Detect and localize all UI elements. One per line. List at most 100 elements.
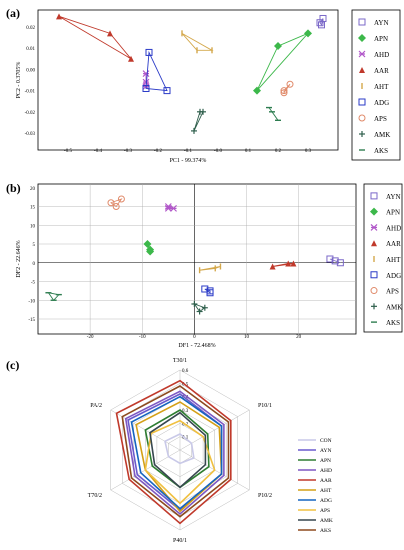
a-xtick-8: 0.3 [305, 149, 312, 154]
a-ytick-1: 0.01 [26, 47, 35, 52]
a-point-aps-1 [286, 80, 294, 88]
c-legend-label-aar: AAR [320, 478, 332, 484]
c-axis-label-5: PA/2 [90, 403, 102, 409]
b-plot-frame [37, 183, 357, 335]
b-ytick-6: -10 [28, 299, 35, 304]
b-point-aps-2 [112, 203, 120, 210]
pca-score-plot: 0.02 0.01 0.00 -0.01 -0.02 -0.03 -0.5 -0.4 -0.3 -… [16, 9, 401, 164]
a-hull-apn [256, 32, 309, 91]
b-xtick-3: 10 [244, 335, 250, 340]
a-legend-label-aar: AAR [374, 67, 389, 75]
a-point-adg-0 [145, 48, 153, 56]
c-axis-label-3: P40/1 [173, 538, 187, 544]
a-legend: AYN APN AHD AAR AHT ADG APS AMK AKS [351, 9, 401, 161]
a-hull-amk [193, 111, 204, 132]
a-legend-marker-ahd [358, 50, 366, 58]
b-legend-marker-ayn [370, 192, 378, 200]
b-point-apn-2 [146, 247, 155, 256]
b-legend-marker-adg [370, 271, 378, 279]
c-axis-label-4: T70/2 [88, 493, 102, 499]
b-legend-label-adg: ADG [386, 272, 401, 280]
b-legend-label-aks: AKS [386, 319, 400, 327]
a-ytick-0: 0.02 [26, 26, 35, 31]
b-point-amk-1 [196, 308, 203, 315]
b-point-aar-2 [290, 260, 297, 267]
a-legend-label-amk: AMK [374, 131, 390, 139]
b-legend-marker-amk [371, 303, 377, 310]
a-legend-marker-aps [358, 114, 366, 122]
a-ytick-3: -0.01 [25, 90, 36, 95]
b-ytick-0: 20 [30, 187, 36, 192]
c-legend-label-aks: AKS [320, 528, 331, 534]
b-xtick-4: 20 [296, 335, 302, 340]
a-legend-marker-apn [358, 34, 366, 42]
b-legend-label-aps: APS [386, 288, 399, 296]
b-hull-aht [199, 266, 221, 271]
a-point-apn-1 [274, 42, 282, 51]
c-series-aps [144, 419, 216, 505]
a-plot-frame [37, 9, 339, 151]
b-ytick-4: 0 [33, 262, 36, 267]
c-series-con [164, 433, 195, 465]
b-point-amk-2 [201, 304, 208, 311]
b-point-aar-1 [285, 260, 292, 267]
panel-letter-b: (b) [6, 181, 21, 195]
a-xlabel: PC1 - 99.374% [170, 158, 207, 164]
a-point-adg-2 [142, 84, 150, 92]
b-point-amk-0 [191, 301, 198, 307]
b-ytick-3: 5 [33, 243, 36, 248]
a-point-amk-2 [197, 108, 203, 115]
a-xtick-5: -0.0 [214, 149, 222, 154]
b-ytick-1: 15 [30, 206, 36, 211]
a-ytick-4: -0.02 [25, 111, 36, 116]
b-legend-label-aht: AHT [386, 256, 401, 264]
a-legend-label-aps: APS [374, 115, 387, 123]
a-point-amk-1 [191, 127, 197, 134]
a-legend-label-aht: AHT [374, 83, 389, 91]
lda-score-plot: 20 15 10 5 0 -5 -10 -15 -20 -10 0 10 20 DF1 - 72.468%… [16, 183, 403, 349]
a-xtick-3: -0.2 [154, 149, 162, 154]
c-legend-label-aht: AHT [320, 488, 332, 494]
b-legend-label-apn: APN [386, 209, 400, 217]
panel-letter-a: (a) [6, 6, 20, 20]
a-xtick-1: -0.4 [94, 149, 102, 154]
c-legend-label-aps: APS [320, 508, 330, 514]
b-legend-label-ahd: AHD [386, 224, 401, 232]
b-point-aps-1 [117, 195, 125, 203]
b-xtick-1: -10 [139, 335, 146, 340]
c-legend-label-ayn: AYN [320, 448, 331, 454]
a-legend-label-ahd: AHD [374, 51, 389, 59]
a-legend-marker-amk [359, 131, 365, 137]
b-ytick-7: -15 [28, 318, 35, 323]
a-legend-marker-aar [359, 67, 365, 73]
a-legend-box [351, 9, 401, 161]
c-series-amk [149, 411, 207, 489]
b-xlabel: DF1 - 72.468% [178, 343, 215, 349]
a-xtick-7: 0.2 [275, 149, 282, 154]
b-legend-marker-ahd [370, 224, 378, 231]
a-legend-label-ayn: AYN [374, 19, 389, 27]
c-series-aht [135, 401, 223, 513]
a-point-aar-2 [128, 55, 134, 62]
b-legend-marker-apn [370, 207, 378, 216]
b-legend-label-amk: AMK [386, 303, 402, 311]
c-series-ahd [124, 390, 225, 516]
c-legend-label-con: CON [320, 438, 332, 444]
a-legend-label-adg: ADG [374, 99, 389, 107]
b-point-ahd-2 [164, 204, 172, 212]
a-ytick-2: 0.00 [26, 68, 35, 73]
radar-plot: 0.10.20.30.40.50.6T30/1P10/1P10/2P40/1T7… [88, 358, 333, 544]
a-point-apn-0 [253, 86, 261, 95]
a-hull-aht [181, 32, 214, 51]
b-ytick-2: 10 [30, 224, 36, 229]
b-legend-marker-aps [370, 287, 378, 295]
a-point-ayn-2 [318, 21, 325, 29]
a-point-ahd-2 [142, 78, 150, 86]
a-xtick-4: -0.1 [184, 149, 192, 154]
c-rtick-2: 0.3 [182, 409, 189, 414]
a-point-aar-1 [107, 30, 113, 37]
b-xtick-2: 0 [193, 335, 196, 340]
b-point-ahd-1 [170, 204, 177, 212]
a-hull-adg [145, 50, 168, 92]
a-point-adg-1 [163, 87, 171, 95]
